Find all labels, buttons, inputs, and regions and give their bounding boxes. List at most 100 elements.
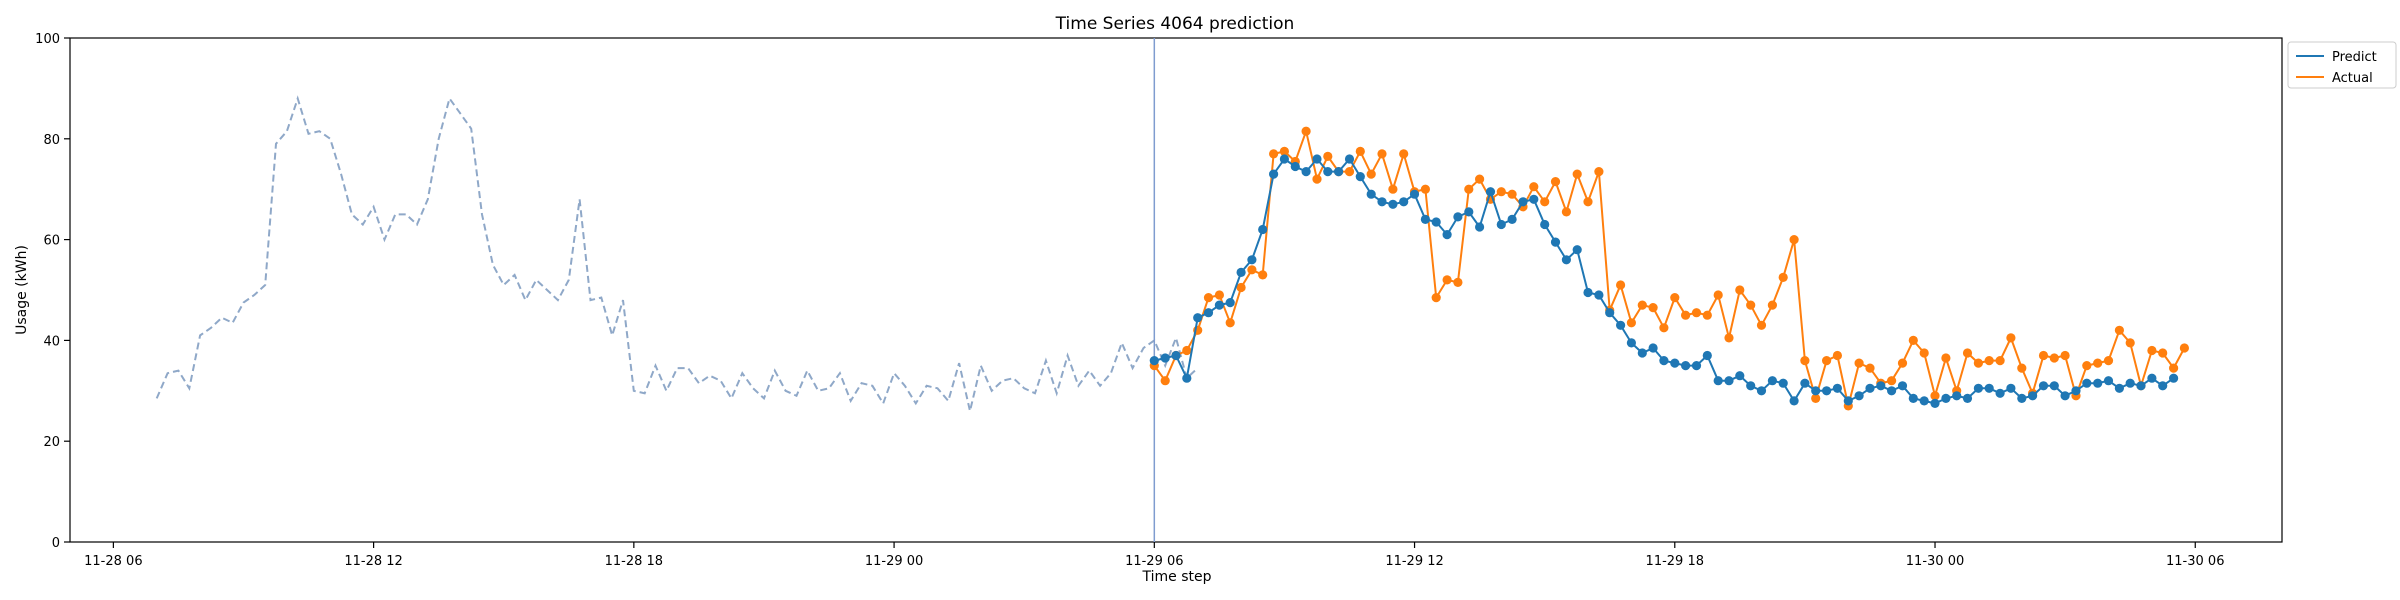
actual-point — [1659, 323, 1669, 333]
predict-point — [1822, 386, 1832, 396]
predict-point — [1778, 378, 1788, 388]
actual-point — [1366, 169, 1376, 179]
predict-point — [1865, 383, 1875, 393]
predict-point — [1496, 219, 1506, 230]
actual-point — [1540, 197, 1550, 207]
predict-point — [1366, 189, 1376, 199]
predict-point — [1876, 381, 1886, 391]
predict-point — [1475, 222, 1485, 232]
predict-point — [1572, 245, 1582, 255]
predict-point — [1832, 383, 1842, 393]
actual-point — [2103, 356, 2114, 366]
actual-point — [1789, 235, 1799, 245]
predict-point — [1702, 350, 1712, 361]
predict-point — [1312, 154, 1322, 164]
actual-point — [1822, 356, 1832, 366]
actual-point — [2093, 358, 2103, 368]
x-tick-label: 11-30 06 — [2166, 554, 2224, 569]
predict-point — [1149, 356, 1159, 366]
predict-point — [1388, 199, 1398, 209]
predict-point — [1453, 212, 1463, 222]
actual-point — [1442, 275, 1452, 285]
actual-point — [1908, 335, 1918, 345]
y-tick-label: 40 — [43, 334, 60, 349]
actual-point — [1269, 149, 1279, 159]
actual-point — [1572, 169, 1582, 179]
predict-point — [1811, 386, 1821, 396]
x-tick-label: 11-29 06 — [1125, 554, 1183, 569]
predict-point — [1952, 391, 1962, 401]
predict-point — [2103, 376, 2114, 386]
predict-point — [1160, 353, 1170, 363]
actual-point — [1431, 293, 1441, 303]
predict-point — [2060, 391, 2070, 401]
predict-point — [1561, 255, 1571, 265]
actual-point — [1301, 126, 1311, 136]
actual-point — [1724, 333, 1734, 343]
predict-point — [1236, 267, 1246, 277]
x-tick-label: 11-30 00 — [1906, 554, 1964, 569]
predict-point — [1691, 361, 1702, 371]
actual-point — [1583, 197, 1593, 207]
predict-point — [1323, 167, 1333, 177]
predict-point — [2038, 381, 2049, 391]
predict-point — [1995, 388, 2005, 398]
predict-point — [2071, 386, 2081, 396]
plot-area: 0 20 40 60 80 100 11-28 06 11-28 12 11-28 18 11-2… — [35, 32, 2283, 569]
predict-point — [1681, 361, 1691, 371]
predict-point — [1843, 396, 1853, 406]
actual-point — [2125, 338, 2135, 348]
actual-point — [1323, 151, 1333, 161]
predict-point — [1225, 298, 1235, 308]
x-tick-label: 11-29 18 — [1646, 554, 1704, 569]
actual-point — [2169, 363, 2179, 373]
predict-point — [1344, 154, 1355, 164]
predict-point — [1399, 197, 1409, 207]
predict-point — [1355, 172, 1365, 182]
predict-point — [1659, 356, 1669, 366]
predict-point — [1377, 197, 1387, 207]
actual-point — [2038, 350, 2049, 361]
actual-point — [1561, 207, 1571, 217]
actual-point — [1550, 177, 1561, 187]
actual-point — [1735, 285, 1745, 295]
predict-point — [1214, 300, 1224, 310]
x-tick-label: 11-29 00 — [865, 554, 923, 569]
legend-label-actual: Actual — [2332, 71, 2373, 86]
actual-point — [1713, 290, 1723, 300]
x-axis-label: Time step — [1142, 569, 1212, 585]
y-tick-label: 80 — [43, 133, 60, 148]
actual-point — [1453, 277, 1463, 287]
predict-point — [1529, 194, 1539, 204]
actual-point — [2060, 350, 2070, 361]
predict-point — [1431, 217, 1441, 227]
actual-point — [1388, 184, 1398, 194]
predict-point — [1279, 154, 1289, 164]
predict-point — [1887, 386, 1897, 396]
predict-point — [1605, 308, 1615, 318]
predict-point — [1290, 161, 1300, 172]
predict-point — [2006, 383, 2016, 393]
actual-point — [1626, 318, 1636, 328]
predict-point — [1962, 393, 1973, 403]
predict-point — [1583, 287, 1593, 298]
actual-point — [1279, 146, 1289, 156]
actual-point — [1236, 282, 1246, 293]
actual-point — [1778, 272, 1788, 282]
actual-point — [1973, 358, 1983, 368]
actual-point — [2158, 348, 2168, 358]
actual-point — [1811, 393, 1821, 403]
actual-point — [1475, 174, 1485, 184]
predict-point — [1897, 381, 1908, 391]
predict-point — [2017, 393, 2027, 403]
actual-point — [1203, 293, 1214, 303]
x-tick-label: 11-28 06 — [84, 554, 142, 569]
predict-point — [1984, 383, 1994, 393]
y-tick-label: 20 — [43, 435, 60, 450]
predict-point — [1594, 290, 1604, 300]
x-tick-label: 11-29 12 — [1385, 554, 1443, 569]
x-tick-label: 11-28 18 — [605, 554, 663, 569]
predict-point — [2028, 391, 2038, 401]
predict-point — [2158, 381, 2168, 391]
